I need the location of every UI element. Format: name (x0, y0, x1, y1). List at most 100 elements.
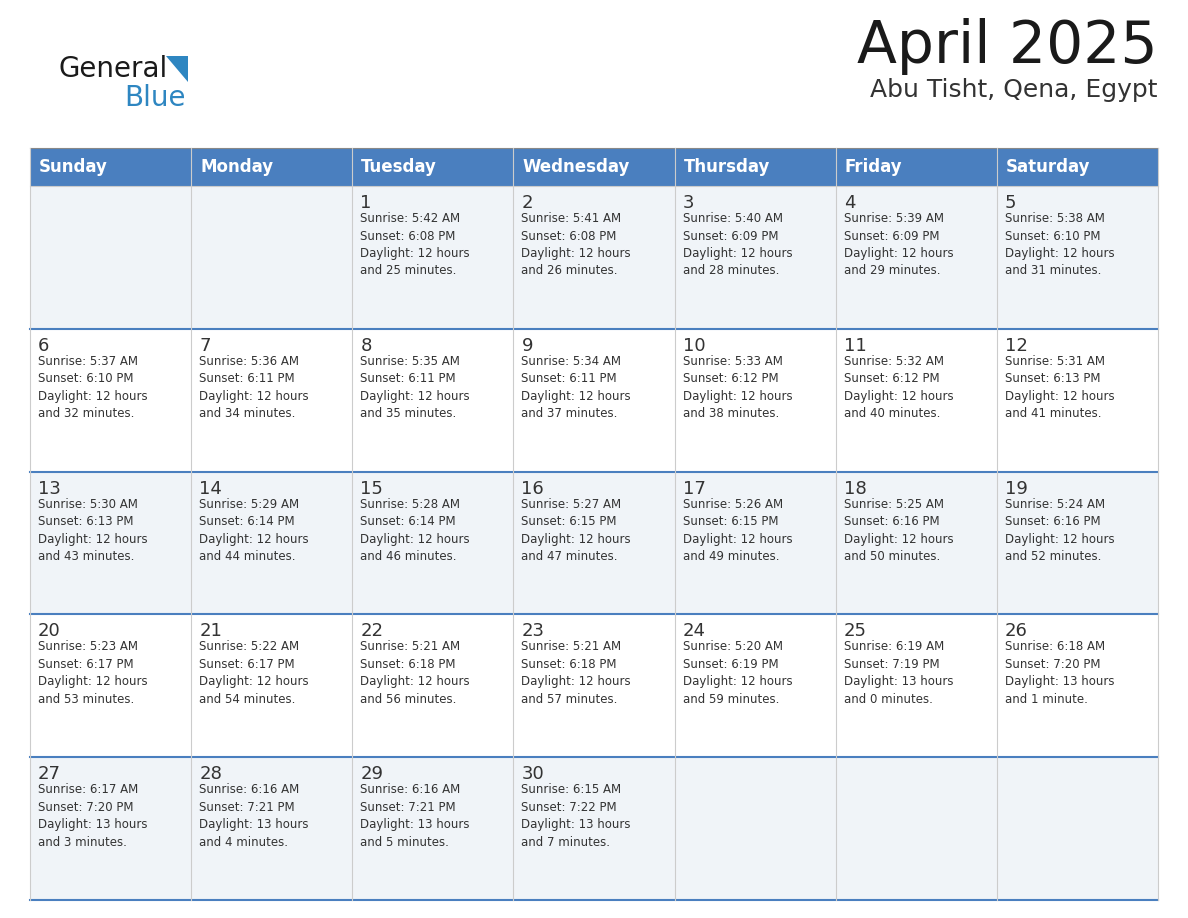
Text: Sunrise: 5:24 AM
Sunset: 6:16 PM
Daylight: 12 hours
and 52 minutes.: Sunrise: 5:24 AM Sunset: 6:16 PM Dayligh… (1005, 498, 1114, 563)
Bar (675, 329, 835, 472)
Text: Sunrise: 5:38 AM
Sunset: 6:10 PM
Daylight: 12 hours
and 31 minutes.: Sunrise: 5:38 AM Sunset: 6:10 PM Dayligh… (1005, 212, 1114, 277)
Text: 12: 12 (1005, 337, 1028, 354)
Text: Thursday: Thursday (683, 158, 770, 176)
Bar (30, 148, 191, 186)
Text: Saturday: Saturday (1006, 158, 1091, 176)
Text: 13: 13 (38, 479, 61, 498)
Text: Sunrise: 6:16 AM
Sunset: 7:21 PM
Daylight: 13 hours
and 5 minutes.: Sunrise: 6:16 AM Sunset: 7:21 PM Dayligh… (360, 783, 469, 849)
Bar (353, 329, 513, 472)
Text: 1: 1 (360, 194, 372, 212)
Text: 27: 27 (38, 766, 61, 783)
Bar (191, 186, 353, 329)
Text: Sunrise: 5:28 AM
Sunset: 6:14 PM
Daylight: 12 hours
and 46 minutes.: Sunrise: 5:28 AM Sunset: 6:14 PM Dayligh… (360, 498, 470, 563)
Bar (675, 148, 835, 186)
Text: 8: 8 (360, 337, 372, 354)
Bar (30, 329, 191, 472)
Text: Sunrise: 5:37 AM
Sunset: 6:10 PM
Daylight: 12 hours
and 32 minutes.: Sunrise: 5:37 AM Sunset: 6:10 PM Dayligh… (38, 354, 147, 420)
Bar (835, 186, 997, 329)
Bar (191, 472, 353, 614)
Text: Sunrise: 5:21 AM
Sunset: 6:18 PM
Daylight: 12 hours
and 57 minutes.: Sunrise: 5:21 AM Sunset: 6:18 PM Dayligh… (522, 641, 631, 706)
Text: Sunday: Sunday (39, 158, 108, 176)
Text: Blue: Blue (124, 84, 185, 112)
Bar (835, 329, 997, 472)
Bar (675, 472, 835, 614)
Text: 9: 9 (522, 337, 533, 354)
Text: Sunrise: 5:36 AM
Sunset: 6:11 PM
Daylight: 12 hours
and 34 minutes.: Sunrise: 5:36 AM Sunset: 6:11 PM Dayligh… (200, 354, 309, 420)
Text: 23: 23 (522, 622, 544, 641)
Bar (353, 614, 513, 757)
Text: Sunrise: 6:16 AM
Sunset: 7:21 PM
Daylight: 13 hours
and 4 minutes.: Sunrise: 6:16 AM Sunset: 7:21 PM Dayligh… (200, 783, 309, 849)
Bar (997, 329, 1158, 472)
Polygon shape (166, 56, 188, 82)
Bar (675, 186, 835, 329)
Text: Sunrise: 5:41 AM
Sunset: 6:08 PM
Daylight: 12 hours
and 26 minutes.: Sunrise: 5:41 AM Sunset: 6:08 PM Dayligh… (522, 212, 631, 277)
Text: Sunrise: 6:18 AM
Sunset: 7:20 PM
Daylight: 13 hours
and 1 minute.: Sunrise: 6:18 AM Sunset: 7:20 PM Dayligh… (1005, 641, 1114, 706)
Text: Sunrise: 5:21 AM
Sunset: 6:18 PM
Daylight: 12 hours
and 56 minutes.: Sunrise: 5:21 AM Sunset: 6:18 PM Dayligh… (360, 641, 470, 706)
Text: Sunrise: 5:23 AM
Sunset: 6:17 PM
Daylight: 12 hours
and 53 minutes.: Sunrise: 5:23 AM Sunset: 6:17 PM Dayligh… (38, 641, 147, 706)
Text: Sunrise: 5:32 AM
Sunset: 6:12 PM
Daylight: 12 hours
and 40 minutes.: Sunrise: 5:32 AM Sunset: 6:12 PM Dayligh… (843, 354, 953, 420)
Bar (997, 472, 1158, 614)
Bar (513, 148, 675, 186)
Text: 20: 20 (38, 622, 61, 641)
Text: 30: 30 (522, 766, 544, 783)
Text: Wednesday: Wednesday (523, 158, 630, 176)
Text: Sunrise: 5:33 AM
Sunset: 6:12 PM
Daylight: 12 hours
and 38 minutes.: Sunrise: 5:33 AM Sunset: 6:12 PM Dayligh… (683, 354, 792, 420)
Text: 15: 15 (360, 479, 384, 498)
Bar (30, 757, 191, 900)
Bar (835, 148, 997, 186)
Text: Friday: Friday (845, 158, 903, 176)
Text: 19: 19 (1005, 479, 1028, 498)
Text: Sunrise: 5:35 AM
Sunset: 6:11 PM
Daylight: 12 hours
and 35 minutes.: Sunrise: 5:35 AM Sunset: 6:11 PM Dayligh… (360, 354, 470, 420)
Text: 22: 22 (360, 622, 384, 641)
Bar (513, 186, 675, 329)
Text: Abu Tisht, Qena, Egypt: Abu Tisht, Qena, Egypt (871, 78, 1158, 102)
Text: 5: 5 (1005, 194, 1017, 212)
Bar (353, 186, 513, 329)
Text: Sunrise: 5:34 AM
Sunset: 6:11 PM
Daylight: 12 hours
and 37 minutes.: Sunrise: 5:34 AM Sunset: 6:11 PM Dayligh… (522, 354, 631, 420)
Text: Sunrise: 6:17 AM
Sunset: 7:20 PM
Daylight: 13 hours
and 3 minutes.: Sunrise: 6:17 AM Sunset: 7:20 PM Dayligh… (38, 783, 147, 849)
Text: 17: 17 (683, 479, 706, 498)
Bar (191, 614, 353, 757)
Bar (675, 757, 835, 900)
Text: Sunrise: 5:20 AM
Sunset: 6:19 PM
Daylight: 12 hours
and 59 minutes.: Sunrise: 5:20 AM Sunset: 6:19 PM Dayligh… (683, 641, 792, 706)
Text: 24: 24 (683, 622, 706, 641)
Bar (30, 186, 191, 329)
Text: 14: 14 (200, 479, 222, 498)
Bar (191, 329, 353, 472)
Text: 2: 2 (522, 194, 533, 212)
Text: Sunrise: 5:30 AM
Sunset: 6:13 PM
Daylight: 12 hours
and 43 minutes.: Sunrise: 5:30 AM Sunset: 6:13 PM Dayligh… (38, 498, 147, 563)
Text: General: General (58, 55, 168, 83)
Text: Sunrise: 6:15 AM
Sunset: 7:22 PM
Daylight: 13 hours
and 7 minutes.: Sunrise: 6:15 AM Sunset: 7:22 PM Dayligh… (522, 783, 631, 849)
Text: 3: 3 (683, 194, 694, 212)
Text: 18: 18 (843, 479, 866, 498)
Bar (835, 757, 997, 900)
Text: 6: 6 (38, 337, 50, 354)
Text: Sunrise: 5:42 AM
Sunset: 6:08 PM
Daylight: 12 hours
and 25 minutes.: Sunrise: 5:42 AM Sunset: 6:08 PM Dayligh… (360, 212, 470, 277)
Bar (835, 614, 997, 757)
Text: 11: 11 (843, 337, 866, 354)
Bar (997, 186, 1158, 329)
Bar (30, 472, 191, 614)
Text: Sunrise: 5:31 AM
Sunset: 6:13 PM
Daylight: 12 hours
and 41 minutes.: Sunrise: 5:31 AM Sunset: 6:13 PM Dayligh… (1005, 354, 1114, 420)
Text: 26: 26 (1005, 622, 1028, 641)
Text: 21: 21 (200, 622, 222, 641)
Text: 25: 25 (843, 622, 867, 641)
Text: Monday: Monday (200, 158, 273, 176)
Bar (513, 329, 675, 472)
Text: Sunrise: 5:40 AM
Sunset: 6:09 PM
Daylight: 12 hours
and 28 minutes.: Sunrise: 5:40 AM Sunset: 6:09 PM Dayligh… (683, 212, 792, 277)
Bar (835, 472, 997, 614)
Text: Sunrise: 5:27 AM
Sunset: 6:15 PM
Daylight: 12 hours
and 47 minutes.: Sunrise: 5:27 AM Sunset: 6:15 PM Dayligh… (522, 498, 631, 563)
Bar (997, 757, 1158, 900)
Bar (353, 148, 513, 186)
Text: Sunrise: 5:25 AM
Sunset: 6:16 PM
Daylight: 12 hours
and 50 minutes.: Sunrise: 5:25 AM Sunset: 6:16 PM Dayligh… (843, 498, 953, 563)
Bar (675, 614, 835, 757)
Bar (513, 472, 675, 614)
Text: Sunrise: 5:39 AM
Sunset: 6:09 PM
Daylight: 12 hours
and 29 minutes.: Sunrise: 5:39 AM Sunset: 6:09 PM Dayligh… (843, 212, 953, 277)
Bar (353, 757, 513, 900)
Text: Sunrise: 6:19 AM
Sunset: 7:19 PM
Daylight: 13 hours
and 0 minutes.: Sunrise: 6:19 AM Sunset: 7:19 PM Dayligh… (843, 641, 953, 706)
Bar (997, 148, 1158, 186)
Text: Tuesday: Tuesday (361, 158, 437, 176)
Bar (191, 757, 353, 900)
Bar (513, 757, 675, 900)
Bar (191, 148, 353, 186)
